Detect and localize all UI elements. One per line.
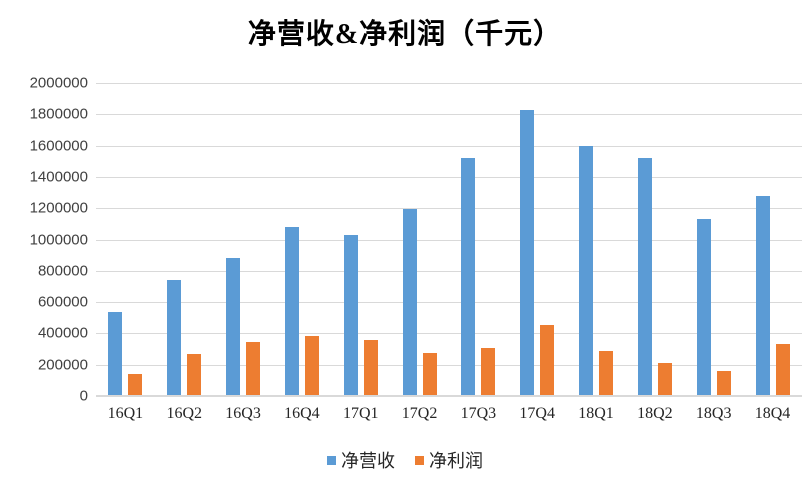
x-axis-labels: 16Q1 16Q2 16Q3 16Q4 17Q1 17Q2 17Q3 17Q4 18Q1 18Q2… xyxy=(96,403,802,425)
x-tick-label-17Q3: 17Q3 xyxy=(460,405,497,422)
gridline xyxy=(96,396,802,397)
净营收-bar-16Q2 xyxy=(167,280,182,395)
y-tick-label: 0 xyxy=(79,387,88,405)
x-axis-line xyxy=(96,395,802,396)
净营收-bar-18Q1 xyxy=(579,145,594,395)
chart-legend: 净营收 净利润 xyxy=(0,447,810,473)
y-tick-label: 600000 xyxy=(37,293,88,311)
y-tick-label: 200000 xyxy=(37,356,88,374)
bar-group-16Q4 xyxy=(272,83,331,395)
x-tick-label-18Q2: 18Q2 xyxy=(637,405,673,422)
bar-group-16Q3 xyxy=(214,83,273,395)
y-tick-label: 1400000 xyxy=(29,168,88,186)
gridline xyxy=(96,302,802,304)
legend-item-revenue: 净营收 xyxy=(327,447,395,473)
bar-group-16Q2 xyxy=(155,83,214,395)
y-tick-label: 1000000 xyxy=(29,231,88,248)
y-axis-labels: 0 200000 400000 600000 800000 1000000 1200000 1… xyxy=(0,0,88,482)
y-tick-label: 400000 xyxy=(37,324,88,342)
gridline xyxy=(96,239,802,241)
y-tick-label: 1600000 xyxy=(29,137,88,155)
y-tick-label: 2000000 xyxy=(29,74,88,92)
gridline xyxy=(96,270,802,272)
gridline xyxy=(96,83,802,84)
净利润-bar-18Q1 xyxy=(599,351,614,395)
bar-group-17Q2 xyxy=(390,83,449,395)
bar-group-17Q4 xyxy=(508,83,567,395)
净利润-bar-17Q3 xyxy=(481,347,496,395)
净利润-bar-17Q2 xyxy=(422,352,437,395)
bar-group-18Q2 xyxy=(625,83,684,395)
净利润-bar-18Q2 xyxy=(657,362,672,395)
y-tick-label: 1200000 xyxy=(29,199,88,217)
plot-area xyxy=(96,83,802,397)
x-tick-label-16Q1: 16Q1 xyxy=(107,405,144,422)
gridline xyxy=(96,208,802,210)
净营收-bar-17Q2 xyxy=(402,209,417,395)
revenue-swatch-icon xyxy=(327,455,336,465)
净营收-bar-18Q4 xyxy=(755,196,770,395)
bar-group-18Q3 xyxy=(684,83,743,395)
净利润-bar-16Q2 xyxy=(187,354,202,395)
净利润-bar-17Q4 xyxy=(540,324,555,395)
净利润-bar-18Q3 xyxy=(716,371,731,395)
legend-label-profit: 净利润 xyxy=(429,451,483,471)
legend-label-revenue: 净营收 xyxy=(341,451,395,471)
净营收-bar-18Q3 xyxy=(696,219,711,395)
bar-group-16Q1 xyxy=(96,83,155,395)
gridline xyxy=(96,364,802,366)
bars-row xyxy=(96,83,802,395)
bar-group-17Q1 xyxy=(331,83,390,395)
净营收-bar-17Q3 xyxy=(461,158,476,395)
x-tick-label-17Q1: 17Q1 xyxy=(342,405,379,422)
legend-item-profit: 净利润 xyxy=(415,447,483,473)
净利润-bar-16Q4 xyxy=(304,335,319,395)
净营收-bar-16Q1 xyxy=(108,311,123,395)
净营收-bar-16Q4 xyxy=(284,227,299,395)
x-tick-label-18Q4: 18Q4 xyxy=(754,405,791,422)
profit-swatch-icon xyxy=(415,455,424,465)
y-tick-label: 800000 xyxy=(37,262,88,280)
净利润-bar-16Q1 xyxy=(128,374,143,395)
x-tick-label-16Q3: 16Q3 xyxy=(225,405,261,422)
净营收-bar-17Q1 xyxy=(343,235,358,395)
净营收-bar-16Q3 xyxy=(226,258,241,395)
净利润-bar-17Q1 xyxy=(363,340,378,395)
x-tick-label-18Q1: 18Q1 xyxy=(578,405,614,422)
x-tick-label-16Q4: 16Q4 xyxy=(284,405,320,422)
gridline xyxy=(96,176,802,178)
gridline xyxy=(96,114,802,116)
x-tick-label-18Q3: 18Q3 xyxy=(695,405,732,422)
bar-group-18Q1 xyxy=(567,83,626,395)
净利润-bar-16Q3 xyxy=(246,341,261,395)
净营收-bar-17Q4 xyxy=(520,109,535,395)
bar-group-18Q4 xyxy=(743,83,802,395)
chart-title: 净营收&净利润（千元） xyxy=(247,19,563,50)
bar-group-17Q3 xyxy=(449,83,508,395)
gridline xyxy=(96,145,802,147)
x-tick-label-17Q2: 17Q2 xyxy=(401,405,438,422)
x-tick-label-17Q4: 17Q4 xyxy=(519,405,555,422)
x-tick-label-16Q2: 16Q2 xyxy=(166,405,203,422)
净营收-bar-18Q2 xyxy=(637,158,652,395)
y-tick-label: 1800000 xyxy=(29,105,88,123)
净利润-bar-18Q4 xyxy=(775,343,790,395)
gridline xyxy=(96,333,802,335)
